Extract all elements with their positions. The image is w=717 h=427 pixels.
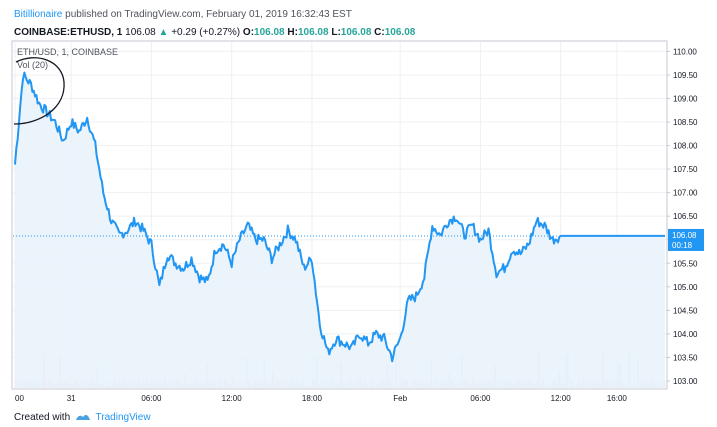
price-axis[interactable]: 110.00 109.50 109.00 108.50 108.00 107.50 107.…: [667, 47, 698, 386]
x-tick-label: 06:00: [470, 394, 491, 403]
high-label: H:: [287, 27, 298, 38]
price-change: +0.29 (+0.27%): [171, 27, 241, 38]
legend-volume[interactable]: Vol (20): [17, 60, 48, 70]
y-tick-label: 106.50: [673, 212, 698, 221]
last-price: 106.08: [125, 27, 156, 38]
y-tick-label: 103.00: [673, 377, 698, 386]
price-line: [14, 71, 665, 363]
y-tick-label: 105.50: [673, 259, 698, 268]
x-tick-label: Feb: [393, 394, 407, 403]
x-tick-label: 00: [15, 394, 24, 403]
legend-symbol[interactable]: ETH/USD, 1, COINBASE: [17, 47, 118, 57]
low-label: L:: [331, 27, 341, 38]
publish-info: Bitillionaire published on TradingView.c…: [14, 9, 352, 20]
open-label: O:: [242, 27, 255, 38]
x-tick-label: 16:00: [607, 394, 628, 403]
y-tick-label: 107.00: [673, 189, 698, 198]
x-tick-label: 18:00: [302, 394, 323, 403]
y-tick-label: 105.00: [673, 283, 698, 292]
close-value: 106.08: [384, 27, 416, 38]
bar-countdown: 00:18: [672, 241, 693, 250]
time-axis[interactable]: 00 31 06:00 12:00 18:00 Feb 06:00 12:00 16:00: [15, 394, 627, 403]
y-tick-label: 107.50: [673, 165, 698, 174]
y-tick-label: 104.00: [673, 330, 698, 339]
x-tick-label: 12:00: [551, 394, 572, 403]
high-value: 106.08: [297, 27, 329, 38]
y-tick-label: 103.50: [673, 353, 698, 362]
up-triangle-icon: ▲: [158, 27, 169, 38]
tradingview-brand-link[interactable]: TradingView: [95, 412, 151, 423]
price-area: [15, 72, 665, 388]
close-label: C:: [374, 27, 385, 38]
quote-line: COINBASE:ETHUSD, 1 106.08 ▲ +0.29 (+0.27…: [14, 27, 415, 38]
price-tag: 106.08 00:18: [668, 228, 704, 251]
x-tick-label: 12:00: [222, 394, 243, 403]
created-with-text: Created with: [14, 412, 71, 423]
y-tick-label: 110.00: [673, 47, 697, 56]
y-tick-label: 108.50: [673, 118, 698, 127]
x-tick-label: 06:00: [141, 394, 162, 403]
y-tick-label: 109.50: [673, 71, 698, 80]
y-tick-label: 109.00: [673, 94, 698, 103]
author-link[interactable]: Bitillionaire: [14, 9, 63, 20]
low-value: 106.08: [340, 27, 372, 38]
symbol-line: COINBASE:ETHUSD, 1: [14, 27, 123, 38]
footer: Created with TradingView: [14, 412, 151, 423]
x-tick-label: 31: [67, 394, 76, 403]
price-tag-value: 106.08: [672, 231, 697, 240]
y-tick-label: 104.50: [673, 306, 698, 315]
price-tag-box: [668, 228, 704, 251]
open-value: 106.08: [254, 27, 285, 38]
published-text: published on TradingView.com, February 0…: [65, 9, 352, 20]
y-tick-label: 108.00: [673, 142, 698, 151]
tradingview-logo-icon: [75, 415, 90, 421]
hand-drawn-circle-annotation: [13, 57, 65, 125]
